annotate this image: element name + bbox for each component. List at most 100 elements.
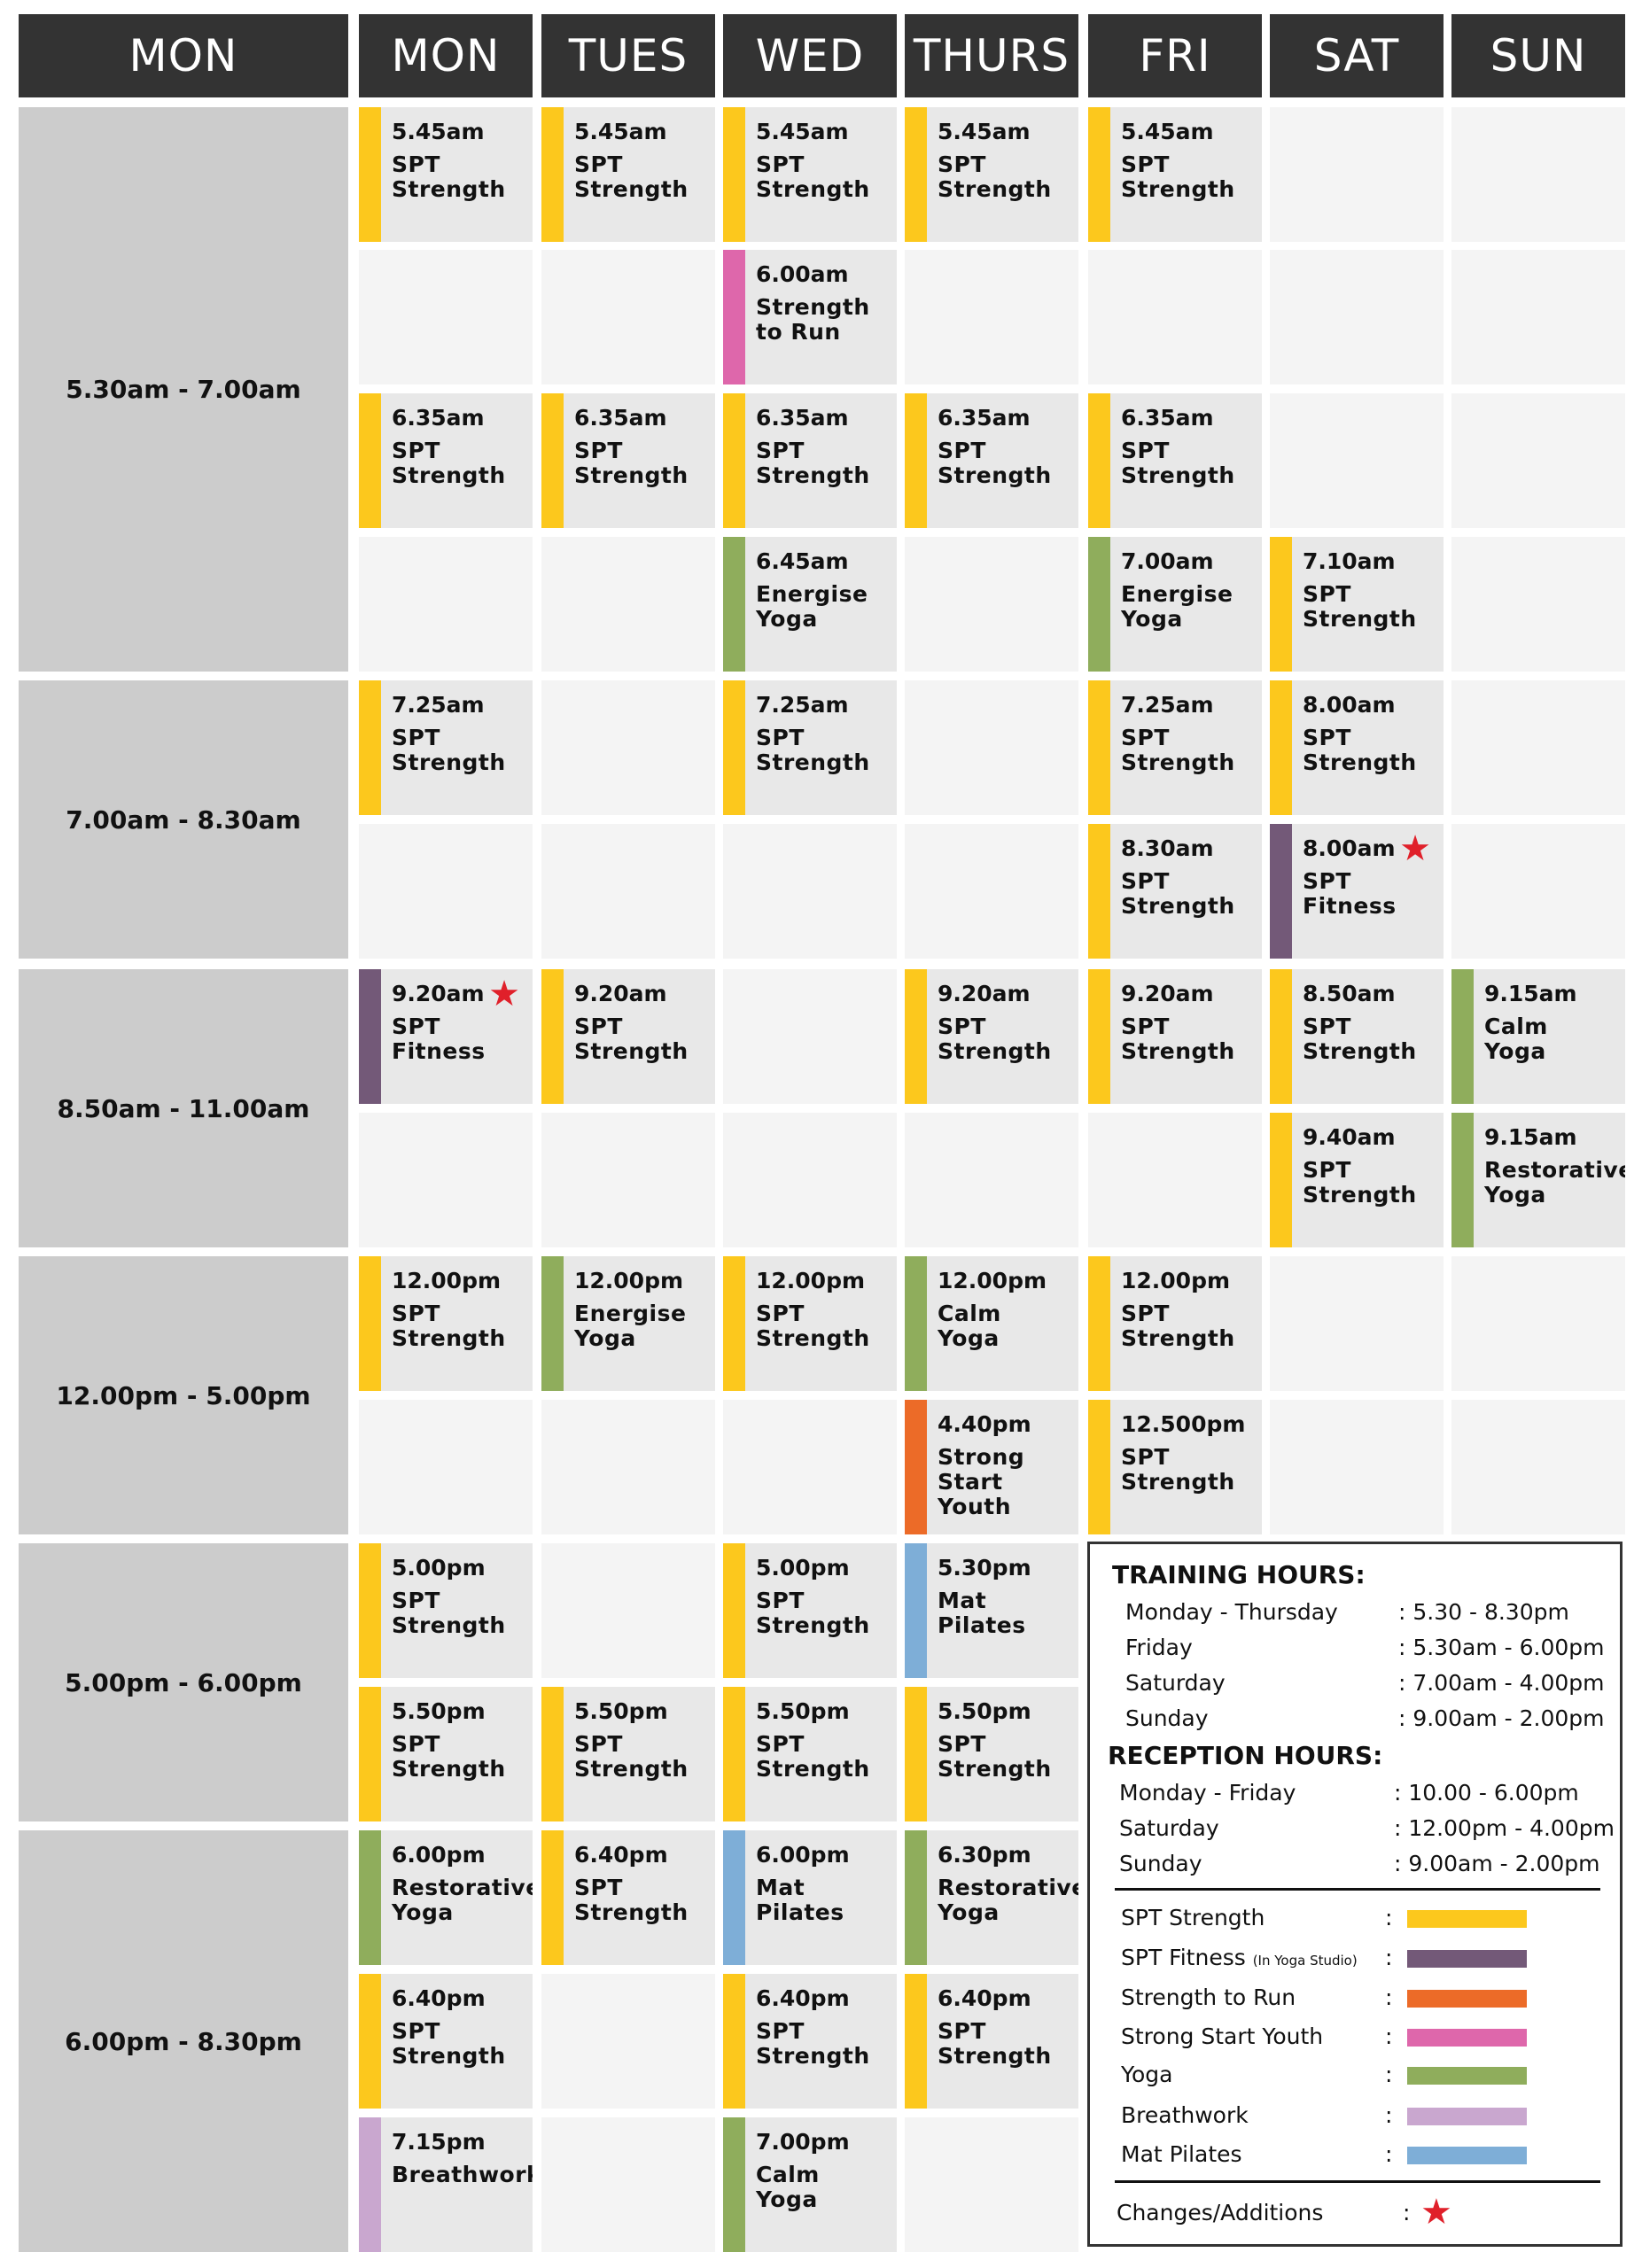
class-slot[interactable]: 9.20am SPT Strength: [905, 969, 1078, 1104]
class-info: 5.50pm SPT Strength: [756, 1699, 870, 1782]
class-name: SPT Strength: [574, 151, 689, 202]
class-slot[interactable]: 7.00pm Calm Yoga: [723, 2117, 897, 2252]
legend-colon: :: [1385, 2062, 1393, 2087]
class-slot[interactable]: 6.00pm Restorative Yoga: [359, 1830, 533, 1965]
training-hours-value: : 5.30am - 6.00pm: [1398, 1635, 1605, 1660]
class-time: 5.45am: [938, 119, 1031, 144]
class-info: 5.45am SPT Strength: [1121, 120, 1235, 202]
class-time: 9.15am: [1484, 1124, 1577, 1150]
class-slot[interactable]: 6.40pm SPT Strength: [359, 1974, 533, 2109]
class-slot[interactable]: 8.00am SPT Fitness ★: [1270, 824, 1444, 959]
class-time: 7.10am: [1303, 548, 1396, 574]
class-name: SPT Strength: [392, 2018, 506, 2069]
class-slot[interactable]: 5.30pm Mat Pilates: [905, 1543, 1078, 1678]
class-slot[interactable]: 7.25am SPT Strength: [359, 680, 533, 815]
class-slot[interactable]: 8.30am SPT Strength: [1088, 824, 1262, 959]
training-hours-day: Friday: [1125, 1635, 1193, 1660]
class-slot[interactable]: 7.25am SPT Strength: [723, 680, 897, 815]
class-time: 7.25am: [1121, 692, 1214, 718]
class-name: SPT Strength: [574, 438, 689, 488]
class-slot[interactable]: 12.00pm SPT Strength: [359, 1256, 533, 1391]
empty-slot: [1451, 537, 1625, 672]
class-slot[interactable]: 6.35am SPT Strength: [541, 393, 715, 528]
class-slot[interactable]: 12.00pm Calm Yoga: [905, 1256, 1078, 1391]
class-slot[interactable]: 5.45am SPT Strength: [359, 107, 533, 242]
empty-slot: [1088, 250, 1262, 384]
day-header-sun: SUN: [1451, 14, 1625, 97]
class-time: 6.35am: [1121, 405, 1214, 431]
class-slot[interactable]: 5.45am SPT Strength: [1088, 107, 1262, 242]
class-slot[interactable]: 9.20am SPT Fitness ★: [359, 969, 533, 1104]
class-slot[interactable]: 6.35am SPT Strength: [1088, 393, 1262, 528]
class-color-bar: [359, 107, 381, 242]
class-time: 5.50pm: [392, 1698, 486, 1724]
class-slot[interactable]: 8.00am SPT Strength: [1270, 680, 1444, 815]
class-color-bar: [723, 1256, 745, 1391]
empty-slot: [359, 1113, 533, 1247]
class-slot[interactable]: 6.30pm Restorative Yoga: [905, 1830, 1078, 1965]
class-slot[interactable]: 12.00pm SPT Strength: [723, 1256, 897, 1391]
class-slot[interactable]: 9.20am SPT Strength: [1088, 969, 1262, 1104]
class-time: 6.40pm: [574, 1842, 668, 1868]
class-color-bar: [541, 969, 564, 1104]
class-slot[interactable]: 5.00pm SPT Strength: [723, 1543, 897, 1678]
class-time: 12.500pm: [1121, 1411, 1246, 1437]
class-info: 5.45am SPT Strength: [756, 120, 870, 202]
class-slot[interactable]: 8.50am SPT Strength: [1270, 969, 1444, 1104]
class-slot[interactable]: 5.50pm SPT Strength: [723, 1687, 897, 1821]
class-slot[interactable]: 6.35am SPT Strength: [359, 393, 533, 528]
class-slot[interactable]: 6.40pm SPT Strength: [541, 1830, 715, 1965]
class-slot[interactable]: 6.00am Strength to Run: [723, 250, 897, 384]
class-time: 6.00pm: [756, 1842, 850, 1868]
class-slot[interactable]: 7.15pm Breathwork: [359, 2117, 533, 2252]
empty-slot: [541, 824, 715, 959]
class-name: Calm Yoga: [756, 2162, 820, 2212]
class-slot[interactable]: 9.15am Calm Yoga: [1451, 969, 1625, 1104]
class-name: Calm Yoga: [1484, 1014, 1548, 1064]
class-slot[interactable]: 9.20am SPT Strength: [541, 969, 715, 1104]
legend-colon: :: [1385, 1905, 1393, 1930]
class-info: 7.25am SPT Strength: [756, 693, 870, 775]
class-slot[interactable]: 5.50pm SPT Strength: [905, 1687, 1078, 1821]
class-slot[interactable]: 6.40pm SPT Strength: [905, 1974, 1078, 2109]
class-slot[interactable]: 4.40pm Strong Start Youth: [905, 1400, 1078, 1534]
class-slot[interactable]: 12.00pm Energise Yoga: [541, 1256, 715, 1391]
time-block: 5.00pm - 6.00pm: [19, 1543, 348, 1821]
training-hours-day: Monday - Thursday: [1125, 1599, 1338, 1625]
class-slot[interactable]: 6.40pm SPT Strength: [723, 1974, 897, 2109]
class-slot[interactable]: 5.45am SPT Strength: [541, 107, 715, 242]
empty-slot: [359, 1400, 533, 1534]
class-slot[interactable]: 6.00pm Mat Pilates: [723, 1830, 897, 1965]
time-block: 6.00pm - 8.30pm: [19, 1830, 348, 2252]
empty-slot: [1270, 107, 1444, 242]
class-info: 6.35am SPT Strength: [938, 406, 1052, 488]
class-slot[interactable]: 5.45am SPT Strength: [723, 107, 897, 242]
class-slot[interactable]: 5.50pm SPT Strength: [359, 1687, 533, 1821]
class-name: Mat Pilates: [938, 1588, 1026, 1638]
class-slot[interactable]: 6.45am Energise Yoga: [723, 537, 897, 672]
class-slot[interactable]: 5.45am SPT Strength: [905, 107, 1078, 242]
class-slot[interactable]: 6.35am SPT Strength: [723, 393, 897, 528]
empty-slot: [905, 2117, 1078, 2252]
class-slot[interactable]: 7.25am SPT Strength: [1088, 680, 1262, 815]
class-slot[interactable]: 6.35am SPT Strength: [905, 393, 1078, 528]
reception-hours-row: Saturday: 12.00pm - 4.00pm: [1119, 1815, 1615, 1844]
class-slot[interactable]: 5.50pm SPT Strength: [541, 1687, 715, 1821]
class-slot[interactable]: 12.00pm SPT Strength: [1088, 1256, 1262, 1391]
class-slot[interactable]: 9.15am Restorative Yoga: [1451, 1113, 1625, 1247]
class-slot[interactable]: 9.40am SPT Strength: [1270, 1113, 1444, 1247]
class-name: SPT Strength: [392, 1301, 506, 1351]
class-info: 5.50pm SPT Strength: [574, 1699, 689, 1782]
class-name: SPT Strength: [938, 2018, 1052, 2069]
class-name: SPT Strength: [756, 725, 870, 775]
class-time: 12.00pm: [756, 1268, 866, 1293]
class-name: Restorative Yoga: [1484, 1157, 1625, 1208]
class-slot[interactable]: 7.00am Energise Yoga: [1088, 537, 1262, 672]
class-color-bar: [723, 1974, 745, 2109]
class-time: 5.50pm: [574, 1698, 668, 1724]
class-slot[interactable]: 7.10am SPT Strength: [1270, 537, 1444, 672]
class-slot[interactable]: 5.00pm SPT Strength: [359, 1543, 533, 1678]
class-name: SPT Strength: [938, 1014, 1052, 1064]
class-color-bar: [359, 1256, 381, 1391]
class-slot[interactable]: 12.500pm SPT Strength: [1088, 1400, 1262, 1534]
